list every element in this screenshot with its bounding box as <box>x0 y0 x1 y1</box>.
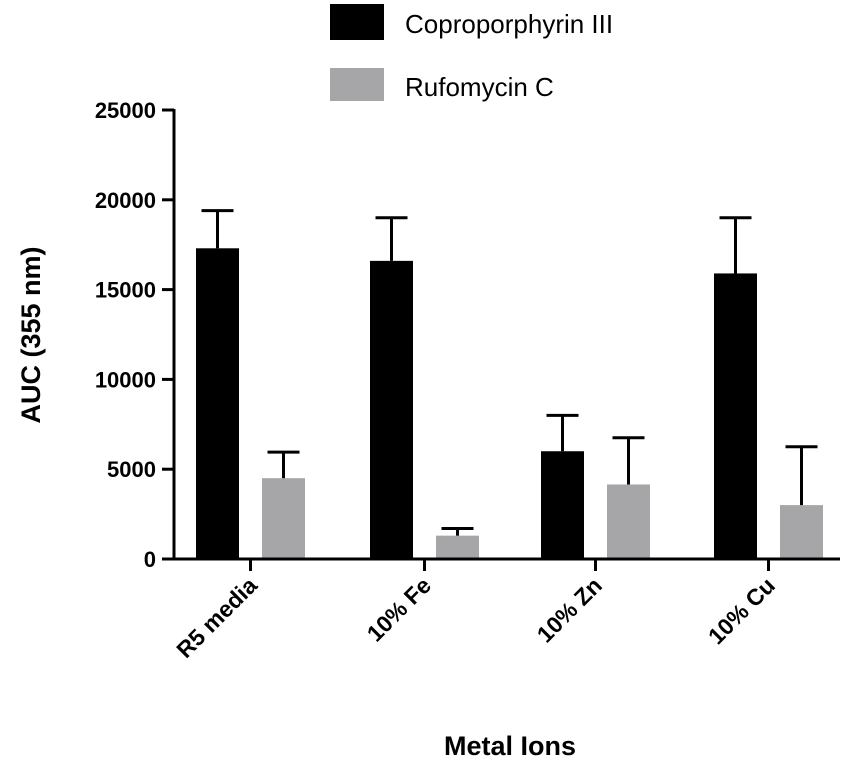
y-tick-label-2: 10000 <box>95 367 156 392</box>
error-bar-coproporphyrin-2 <box>546 413 579 452</box>
legend-label-coproporphyrin: Coproporphyrin III <box>405 9 613 39</box>
error-bar-coproporphyrin-0 <box>201 209 234 249</box>
legend-swatch-rufomycin <box>330 68 384 101</box>
y-tick-label-1: 5000 <box>107 457 156 482</box>
error-bar-rufomycin-1 <box>441 526 474 536</box>
bar-rufomycin-2 <box>607 484 650 559</box>
x-tick-label-1: 10% Fe <box>362 572 436 646</box>
bars-group <box>196 248 823 560</box>
error-bars-group <box>201 209 818 536</box>
y-axis-title: AUC (355 nm) <box>16 246 46 423</box>
bar-rufomycin-1 <box>436 535 479 559</box>
bar-coproporphyrin-3 <box>714 273 757 559</box>
y-tick-label-5: 25000 <box>95 98 156 123</box>
y-tick-label-3: 15000 <box>95 278 156 303</box>
error-bar-rufomycin-2 <box>612 436 645 485</box>
bar-coproporphyrin-2 <box>541 451 584 559</box>
y-tick-label-4: 20000 <box>95 188 156 213</box>
bar-coproporphyrin-0 <box>196 248 239 560</box>
y-axis: 0 5000 10000 15000 20000 25000 <box>95 98 176 572</box>
x-tick-label-0: R5 media <box>171 572 262 663</box>
y-tick-label-0: 0 <box>144 547 156 572</box>
error-bar-rufomycin-3 <box>785 445 818 506</box>
legend-label-rufomycin: Rufomycin C <box>405 72 554 102</box>
bar-coproporphyrin-1 <box>370 260 413 559</box>
bar-rufomycin-3 <box>780 505 823 559</box>
legend-swatch-coproporphyrin <box>330 4 384 40</box>
error-bar-coproporphyrin-1 <box>375 216 408 261</box>
error-bar-coproporphyrin-3 <box>719 216 752 274</box>
x-axis-title: Metal Ions <box>444 731 576 761</box>
error-bar-rufomycin-0 <box>267 450 300 479</box>
x-axis: R5 media 10% Fe 10% Zn 10% Cu <box>171 557 840 663</box>
bar-rufomycin-0 <box>262 478 305 559</box>
legend: Coproporphyrin III Rufomycin C <box>330 4 613 102</box>
x-tick-label-2: 10% Zn <box>532 572 607 647</box>
x-tick-label-3: 10% Cu <box>703 572 780 649</box>
